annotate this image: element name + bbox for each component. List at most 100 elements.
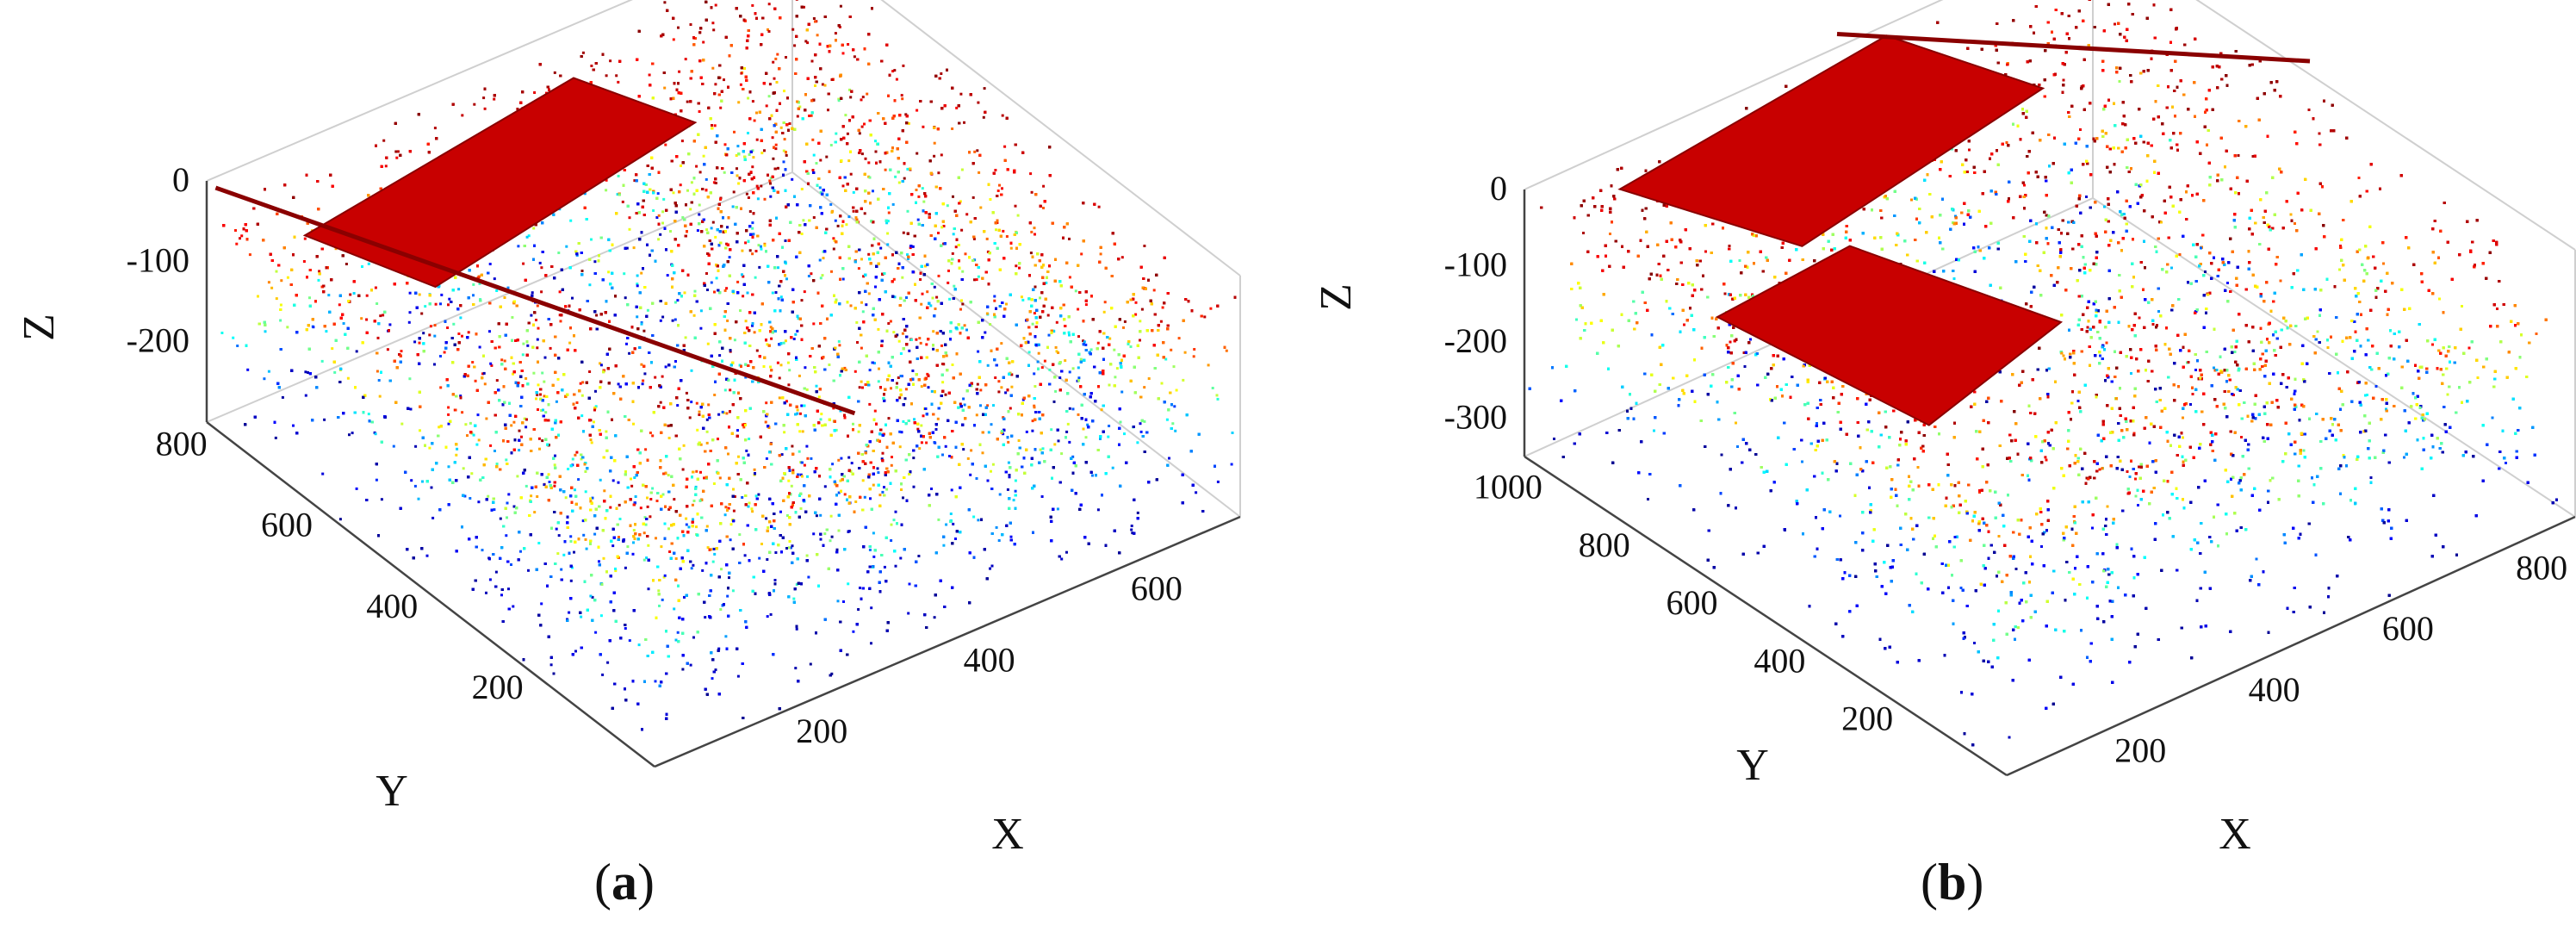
data-point [860, 258, 863, 261]
data-point [1055, 350, 1058, 353]
data-point [581, 381, 585, 384]
data-point [916, 218, 920, 221]
data-point [334, 247, 338, 251]
data-point [1143, 386, 1146, 389]
data-point [1039, 448, 1042, 451]
data-point [798, 450, 801, 453]
data-point [798, 374, 801, 377]
data-point [1077, 413, 1080, 416]
data-point [1030, 230, 1034, 233]
data-point [742, 295, 745, 298]
data-point [877, 471, 880, 475]
data-point [636, 315, 639, 319]
data-point [911, 370, 915, 372]
data-point [474, 379, 477, 382]
data-point [1066, 422, 1070, 426]
data-point [607, 270, 611, 274]
data-point [1084, 343, 1088, 346]
data-point [795, 583, 798, 587]
data-point [495, 463, 499, 465]
data-point [785, 153, 788, 157]
data-point [585, 547, 588, 550]
data-point [590, 238, 593, 241]
data-point [748, 153, 751, 156]
data-point [811, 169, 815, 171]
data-point [731, 205, 735, 208]
data-point [715, 277, 718, 280]
data-point [818, 186, 822, 190]
data-point [893, 295, 897, 299]
data-point [575, 451, 579, 454]
data-point [752, 233, 755, 236]
data-point [1034, 285, 1037, 289]
data-point [1004, 391, 1008, 395]
data-point [394, 150, 398, 153]
data-point [661, 315, 665, 319]
data-point [674, 638, 678, 642]
data-point [518, 449, 521, 452]
data-point [733, 130, 736, 134]
data-point [920, 302, 923, 306]
data-point [870, 642, 872, 645]
data-point [706, 342, 710, 345]
data-point [1037, 351, 1040, 355]
data-point [671, 319, 674, 322]
data-point [996, 190, 1000, 192]
data-point [472, 433, 475, 437]
data-point [543, 356, 547, 359]
data-point [634, 495, 637, 498]
data-point [659, 233, 662, 236]
data-point [471, 361, 475, 364]
data-point [522, 342, 525, 345]
data-point [844, 114, 847, 117]
data-point [817, 395, 821, 399]
data-point [599, 614, 603, 618]
data-point [787, 383, 791, 387]
data-point [1052, 329, 1055, 332]
data-point [834, 32, 837, 35]
data-point [891, 456, 893, 459]
data-point [553, 463, 556, 467]
data-point [714, 83, 717, 86]
data-point [553, 71, 556, 74]
data-point [538, 261, 542, 264]
data-point [765, 104, 768, 108]
data-point [769, 326, 773, 329]
data-point [732, 509, 736, 513]
data-point [562, 553, 566, 556]
data-point [533, 91, 537, 94]
data-point [996, 221, 999, 224]
data-point [568, 611, 571, 614]
data-point [569, 579, 573, 582]
data-point [469, 421, 472, 425]
data-point [493, 277, 496, 281]
data-point [1103, 301, 1107, 304]
data-point [858, 386, 861, 389]
data-point [861, 96, 865, 99]
data-point [662, 575, 666, 579]
data-point [948, 297, 952, 301]
data-point [774, 291, 778, 294]
data-point [698, 410, 701, 413]
data-point [413, 340, 417, 344]
data-point [723, 388, 727, 392]
data-point [799, 507, 803, 510]
data-point [1015, 264, 1018, 268]
data-point [580, 394, 584, 397]
data-point [822, 257, 825, 260]
data-point [713, 394, 717, 396]
data-point [932, 347, 935, 351]
data-point [374, 432, 377, 436]
data-point [642, 558, 646, 562]
data-point [961, 302, 965, 306]
data-point [512, 372, 514, 376]
box-edge [206, 0, 633, 182]
data-point [499, 517, 502, 520]
data-point [367, 262, 370, 265]
data-point [355, 350, 358, 353]
data-point [965, 213, 969, 216]
data-point [512, 505, 516, 508]
data-point [953, 284, 956, 288]
data-point [477, 438, 481, 442]
data-point [680, 140, 684, 143]
